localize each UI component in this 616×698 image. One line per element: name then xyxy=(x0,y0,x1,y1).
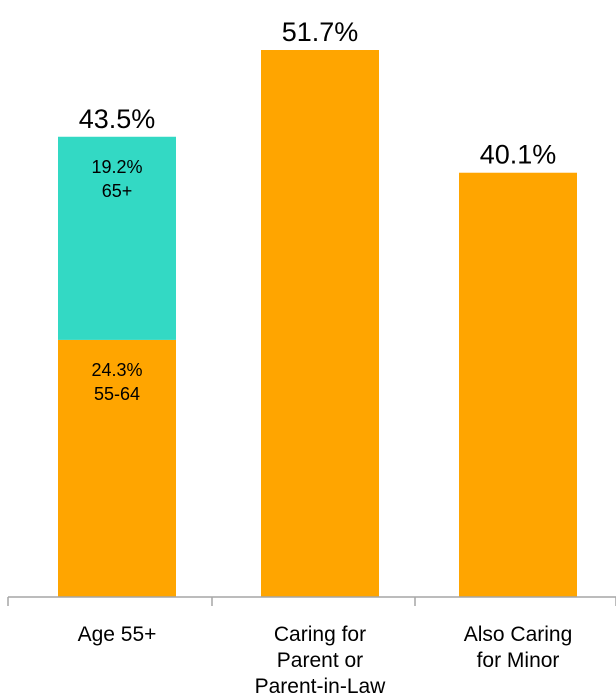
segment-value-label: 19.2% xyxy=(91,157,142,177)
bar-segment xyxy=(58,136,176,340)
bar-total-label: 51.7% xyxy=(282,17,359,47)
x-tick-label: Caring for Parent or Parent-in-Law xyxy=(255,623,387,698)
x-axis: Age 55+ Caring for Parent or Parent-in-Law A… xyxy=(7,596,616,698)
segment-name-label: 65+ xyxy=(102,181,133,201)
bar-total-label: 40.1% xyxy=(480,140,557,170)
bar-segment xyxy=(261,50,379,597)
segment-name-label: 55-64 xyxy=(94,384,140,404)
x-tick-label: Age 55+ xyxy=(78,623,157,646)
bars-layer: 24.3% 55-64 19.2% 65+ 43.5% 51.7% 40.1% xyxy=(58,17,577,597)
bar-total-label: 43.5% xyxy=(79,104,156,134)
x-tick-label: Also Caring for Minor xyxy=(464,623,573,672)
bar-segment xyxy=(58,339,176,597)
segment-value-label: 24.3% xyxy=(91,360,142,380)
bar-segment xyxy=(459,172,577,597)
